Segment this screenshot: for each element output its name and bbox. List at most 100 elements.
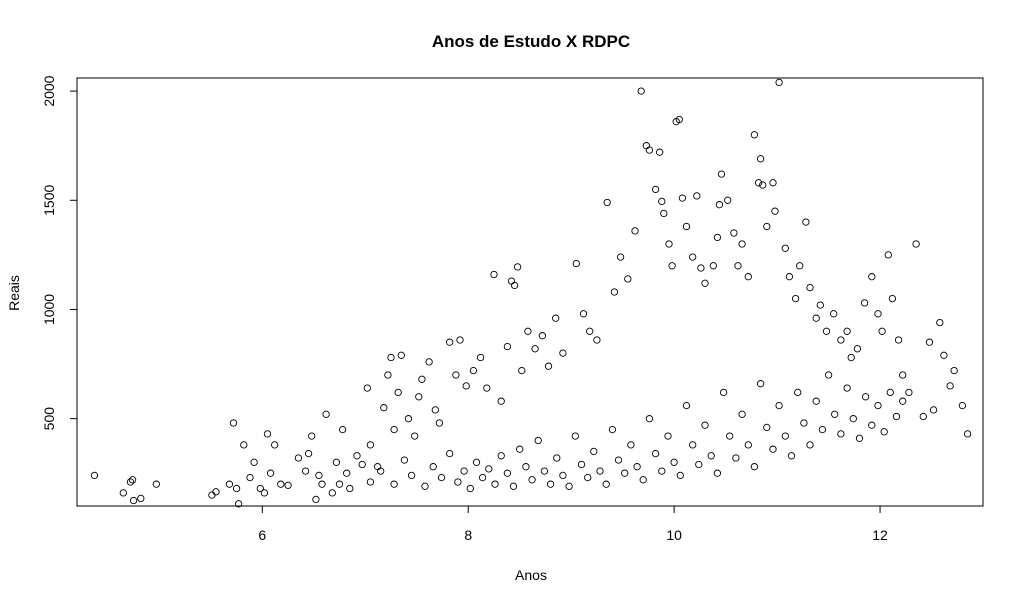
data-point xyxy=(781,432,789,440)
data-point xyxy=(707,452,715,460)
x-axis-title: Anos xyxy=(515,567,547,583)
data-point xyxy=(689,441,697,449)
data-point xyxy=(208,491,216,499)
data-point xyxy=(137,494,145,503)
data-point xyxy=(225,480,234,488)
data-point xyxy=(460,467,468,475)
data-point xyxy=(847,353,855,362)
data-point xyxy=(390,480,398,488)
data-point xyxy=(861,393,870,401)
data-point xyxy=(540,467,549,475)
data-point xyxy=(380,404,388,412)
data-point xyxy=(894,336,903,344)
data-point xyxy=(343,469,351,477)
data-point xyxy=(763,423,771,432)
data-point xyxy=(152,480,160,488)
data-point xyxy=(837,336,845,344)
data-point xyxy=(769,179,777,187)
data-point xyxy=(577,460,586,469)
data-point xyxy=(490,270,498,279)
data-point xyxy=(308,432,316,440)
data-point xyxy=(744,441,752,449)
data-point xyxy=(128,476,137,484)
data-point xyxy=(874,401,882,410)
data-point xyxy=(660,209,668,218)
data-point xyxy=(394,388,402,397)
data-point xyxy=(750,131,759,139)
data-point xyxy=(658,197,666,206)
data-point xyxy=(353,452,361,460)
data-point xyxy=(608,425,617,434)
data-point xyxy=(899,397,907,405)
data-point xyxy=(328,489,336,497)
data-point xyxy=(905,388,913,397)
data-point xyxy=(531,345,539,353)
data-point xyxy=(266,469,275,477)
data-point xyxy=(429,463,437,471)
data-point xyxy=(802,218,810,226)
data-point xyxy=(483,384,491,392)
data-point xyxy=(843,327,851,335)
data-point xyxy=(415,393,423,401)
data-point xyxy=(616,253,625,261)
data-point xyxy=(476,353,485,362)
data-point xyxy=(90,471,99,480)
data-point xyxy=(435,419,444,427)
data-point xyxy=(695,460,703,469)
data-point xyxy=(693,192,701,200)
data-point xyxy=(584,473,592,482)
x-tick-label: 12 xyxy=(872,527,888,543)
data-point xyxy=(958,401,967,410)
data-point xyxy=(822,327,831,335)
data-point xyxy=(446,449,454,458)
data-point xyxy=(837,430,845,438)
data-point xyxy=(925,338,934,346)
data-point xyxy=(651,449,660,458)
x-tick-label: 10 xyxy=(666,527,682,543)
data-point xyxy=(485,465,493,473)
data-point xyxy=(559,471,567,480)
data-point xyxy=(284,481,292,489)
data-point xyxy=(407,471,416,480)
y-tick-label: 1500 xyxy=(41,185,57,216)
data-point xyxy=(738,240,746,248)
data-point xyxy=(715,201,724,209)
data-point xyxy=(400,456,409,464)
data-point xyxy=(397,351,405,359)
data-point xyxy=(610,288,619,296)
data-point xyxy=(469,366,478,375)
data-point xyxy=(678,194,687,202)
data-point xyxy=(240,441,248,449)
data-point xyxy=(756,380,765,388)
data-point xyxy=(491,480,499,488)
data-point xyxy=(553,454,561,462)
data-point xyxy=(816,301,824,309)
data-point xyxy=(534,436,542,445)
data-point xyxy=(603,198,611,207)
data-point xyxy=(963,430,972,438)
data-point xyxy=(812,397,820,405)
data-point xyxy=(590,447,598,456)
data-point xyxy=(830,310,838,318)
data-point xyxy=(785,273,794,281)
data-point xyxy=(726,432,734,440)
data-point xyxy=(734,262,742,270)
data-point xyxy=(497,452,505,460)
data-point xyxy=(552,314,560,322)
data-point xyxy=(524,327,532,335)
data-point xyxy=(824,371,833,379)
data-point xyxy=(950,366,958,375)
data-point xyxy=(565,482,573,490)
data-point xyxy=(878,327,886,335)
data-point xyxy=(544,362,553,370)
data-point xyxy=(709,262,717,270)
y-axis: 500 1000 1500 2000 xyxy=(41,75,78,430)
data-point xyxy=(849,415,857,423)
data-point xyxy=(456,336,464,344)
data-points xyxy=(90,78,972,508)
data-point xyxy=(503,342,512,351)
data-point xyxy=(675,115,683,124)
data-point xyxy=(806,441,814,449)
data-point xyxy=(892,412,901,421)
